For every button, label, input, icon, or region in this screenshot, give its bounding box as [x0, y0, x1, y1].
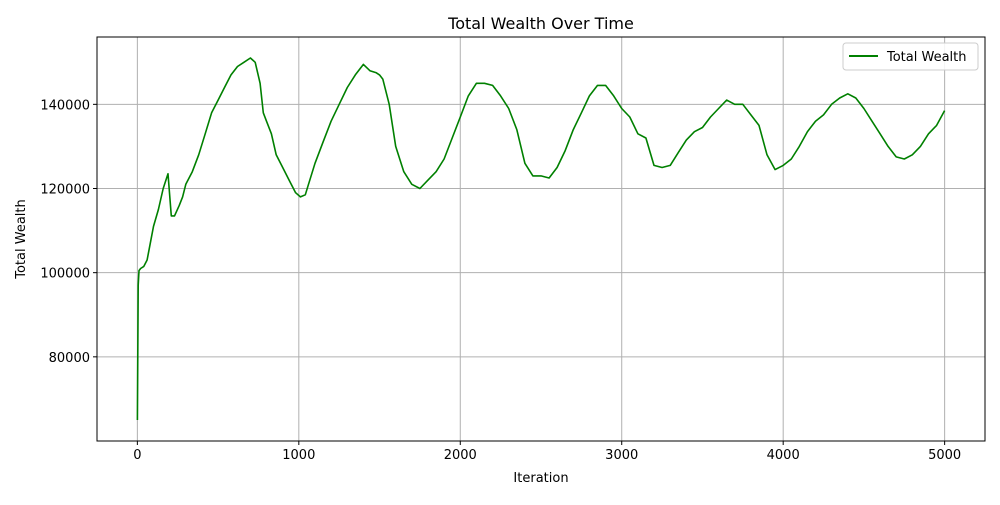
plot-frame	[96, 36, 986, 442]
x-tick-label: 1000	[282, 448, 315, 463]
series-layer	[136, 57, 946, 421]
x-axis-label: Iteration	[513, 471, 568, 486]
legend: Total Wealth	[842, 42, 979, 71]
y-tick-label: 140000	[40, 98, 90, 113]
x-tick-label: 5000	[928, 448, 961, 463]
x-tick-label: 4000	[767, 448, 800, 463]
chart-title: Total Wealth Over Time	[447, 14, 634, 33]
y-axis-label: Total Wealth	[14, 199, 29, 280]
x-tick-label: 0	[133, 448, 141, 463]
y-tick-label: 100000	[40, 267, 90, 282]
legend-box	[842, 42, 979, 71]
x-tick-label: 3000	[605, 448, 638, 463]
legend-label-total-wealth: Total Wealth	[886, 50, 967, 65]
grid-lines	[97, 37, 985, 441]
x-tick-label: 2000	[444, 448, 477, 463]
ticks: 0 1000 2000 3000 4000 5000 80000 100000 120000 14…	[40, 98, 961, 463]
series-line-total-wealth	[136, 57, 946, 421]
y-tick-label: 120000	[40, 183, 90, 198]
y-tick-label: 80000	[49, 351, 90, 366]
